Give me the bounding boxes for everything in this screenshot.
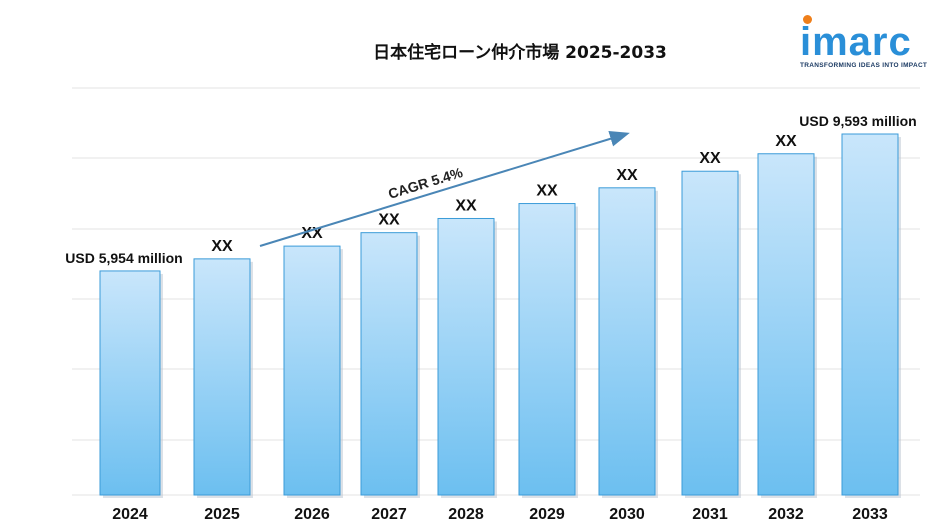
logo-dot-icon (803, 15, 812, 24)
logo-tagline: TRANSFORMING IDEAS INTO IMPACT (800, 62, 928, 69)
cagr-arrow (259, 131, 630, 247)
bar-2027 (360, 232, 418, 496)
bars (99, 133, 901, 498)
chart-title: 日本住宅ローン仲介市場 2025-2033 (373, 43, 667, 63)
bar-2028 (437, 217, 495, 496)
bar-2030 (598, 187, 656, 496)
bar-2031 (681, 170, 739, 496)
tick-label-2030: 2030 (609, 506, 645, 523)
tick-label-2029: 2029 (529, 506, 565, 523)
data-label-2029: XX (536, 183, 558, 200)
data-label-2033: USD 9,593 million (799, 113, 916, 129)
tick-label-2032: 2032 (768, 506, 804, 523)
tick-label-2024: 2024 (112, 506, 148, 523)
tick-label-2025: 2025 (204, 506, 240, 523)
tick-label-2026: 2026 (294, 506, 330, 523)
bar-2024 (99, 270, 161, 496)
bar-2029 (518, 203, 576, 496)
tick-label-2033: 2033 (852, 506, 888, 523)
tick-label-2028: 2028 (448, 506, 484, 523)
data-label-2032: XX (775, 133, 797, 150)
logo-wordmark: imarc (800, 20, 912, 64)
data-label-2031: XX (699, 150, 721, 167)
data-label-2030: XX (616, 167, 638, 184)
imarc-logo: imarc TRANSFORMING IDEAS INTO IMPACT (786, 12, 936, 72)
tick-label-2031: 2031 (692, 506, 728, 523)
bar-2026 (283, 245, 341, 496)
bar-2025 (193, 258, 251, 496)
data-label-2027: XX (378, 212, 400, 229)
bar-2032 (757, 153, 815, 496)
x-axis-ticks: 2024 2025 2026 2027 2028 2029 2030 2031 2032 2033 (112, 506, 888, 523)
tick-label-2027: 2027 (371, 506, 407, 523)
data-label-2028: XX (455, 197, 477, 214)
bar-2033 (841, 133, 899, 496)
data-label-2025: XX (211, 238, 233, 255)
data-label-2024: USD 5,954 million (65, 250, 182, 266)
